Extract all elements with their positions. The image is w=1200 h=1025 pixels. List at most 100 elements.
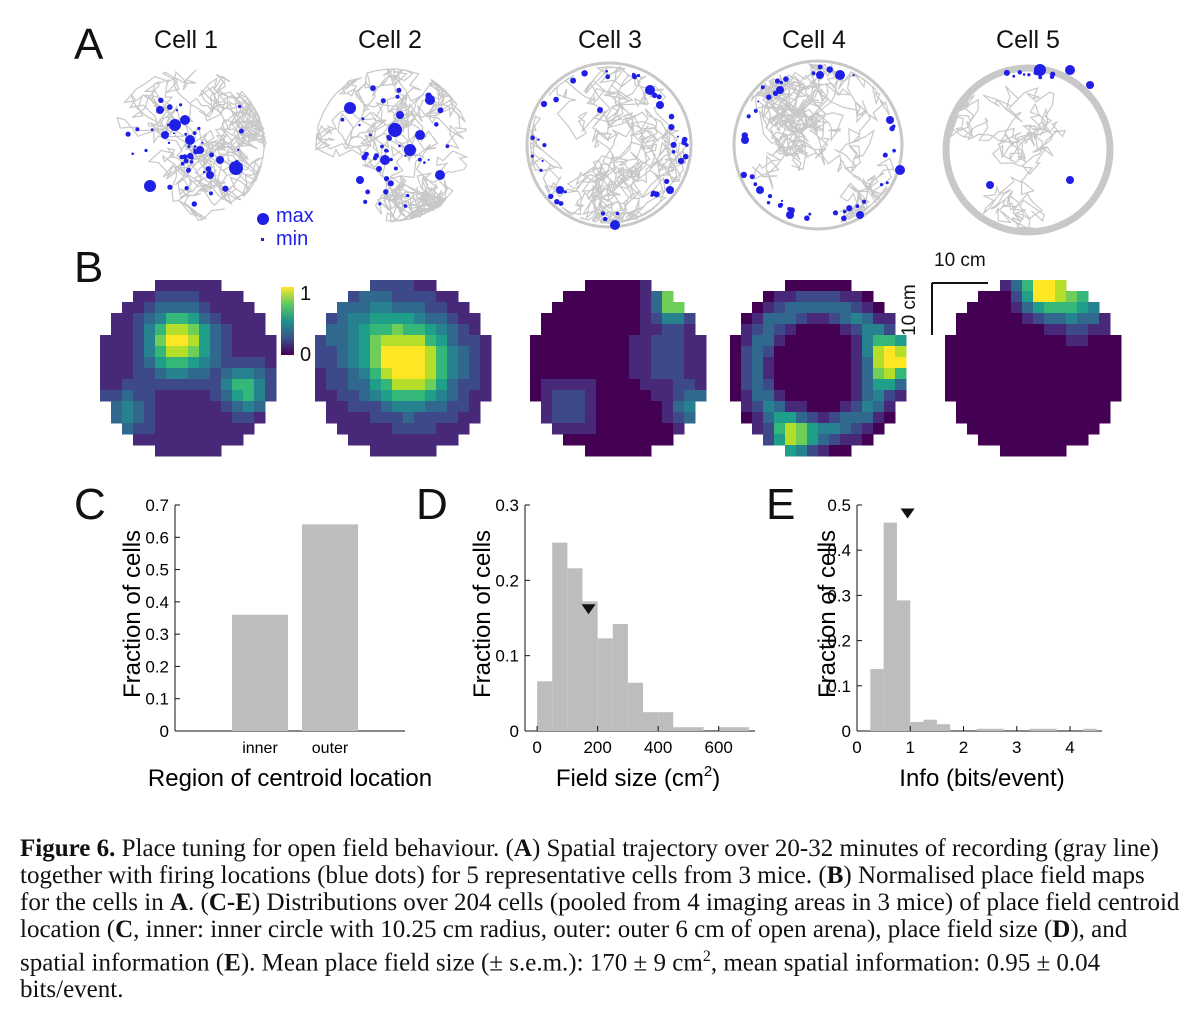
heatmap-cell xyxy=(144,313,156,325)
heatmap-cell xyxy=(392,423,404,435)
heatmap-cell xyxy=(458,401,470,413)
heatmap-cell xyxy=(818,302,830,314)
firing-dot xyxy=(563,190,567,194)
heatmap-cell xyxy=(122,379,134,391)
heatmap-cell xyxy=(221,368,233,380)
firing-dot xyxy=(237,148,240,151)
heatmap-cell xyxy=(796,379,808,391)
heatmap-cell xyxy=(403,335,415,347)
heatmap-cell xyxy=(1044,379,1056,391)
heatmap-cell xyxy=(177,291,189,303)
heatmap-cell xyxy=(618,434,630,446)
heatmap-cell xyxy=(741,313,753,325)
heatmap-cell xyxy=(414,401,426,413)
heatmap-cell xyxy=(563,302,575,314)
bar-outer xyxy=(302,524,358,731)
heatmap-cell xyxy=(436,368,448,380)
heatmap-cell xyxy=(1000,390,1012,402)
heatmap-cell xyxy=(133,401,145,413)
firing-dot xyxy=(191,201,197,207)
heatmap-cell xyxy=(348,324,360,336)
heatmap-cell xyxy=(414,412,426,424)
heatmap-cell xyxy=(1033,280,1045,292)
heatmap-cell xyxy=(243,368,255,380)
caption-ref: A xyxy=(513,835,532,862)
chart-d-ylabel: Fraction of cells xyxy=(469,530,496,698)
firing-dot xyxy=(398,144,401,148)
heatmap-cell xyxy=(774,379,786,391)
heatmap-cell xyxy=(243,335,255,347)
heatmap-cell xyxy=(425,313,437,325)
arena-wall xyxy=(525,61,693,229)
heatmap-cell xyxy=(177,412,189,424)
heatmap-cell xyxy=(155,313,167,325)
heatmap-cell xyxy=(144,390,156,402)
heatmap-cell xyxy=(111,324,123,336)
heatmap-cell xyxy=(1066,423,1078,435)
heatmap-cell xyxy=(1000,412,1012,424)
firing-dot xyxy=(787,207,792,211)
heatmap-cell xyxy=(458,357,470,369)
heatmap-cell xyxy=(1110,335,1122,347)
heatmap-cell xyxy=(741,412,753,424)
heatmap-cell xyxy=(695,368,707,380)
heatmap-cell xyxy=(177,423,189,435)
heatmap-cell xyxy=(436,412,448,424)
heatmap-cell xyxy=(337,401,349,413)
heatmap-cell xyxy=(684,324,696,336)
heatmap-cell xyxy=(425,390,437,402)
heatmap-cell xyxy=(796,280,808,292)
heatmap-cell xyxy=(1022,280,1034,292)
heatmap-cell xyxy=(1088,401,1100,413)
arena-wall xyxy=(942,64,1114,236)
heatmap-cell xyxy=(818,324,830,336)
heatmap-cell xyxy=(640,423,652,435)
heatmap-cell xyxy=(574,412,586,424)
heatmap-cell xyxy=(978,412,990,424)
firing-dot xyxy=(380,98,386,104)
firing-dot xyxy=(378,202,382,206)
heatmap-cell xyxy=(662,335,674,347)
heatmap-cell xyxy=(796,335,808,347)
firing-dot xyxy=(403,204,408,208)
heatmap-cell xyxy=(326,335,338,347)
heatmap-cell xyxy=(695,357,707,369)
heatmap-cell xyxy=(359,423,371,435)
heatmap-cell xyxy=(381,434,393,446)
heatmap-cell xyxy=(851,379,863,391)
heatmap-cell xyxy=(414,346,426,358)
caption-ref: E xyxy=(224,949,241,977)
heatmap-cell xyxy=(1088,335,1100,347)
heatmap-cell xyxy=(199,368,211,380)
heatmap-cell xyxy=(122,357,134,369)
heatmap-cell xyxy=(381,335,393,347)
heatmap-cell xyxy=(785,291,797,303)
heatmap-cell xyxy=(425,401,437,413)
heatmap-cell xyxy=(1077,302,1089,314)
heatmap-cell xyxy=(618,335,630,347)
heatmap-cell xyxy=(818,346,830,358)
heatmap-cell xyxy=(763,313,775,325)
heatmap-cell xyxy=(851,324,863,336)
heatmap-cell xyxy=(370,335,382,347)
histogram-bar xyxy=(688,727,704,731)
heatmap-cell xyxy=(541,379,553,391)
heatmap-cell xyxy=(1044,291,1056,303)
heatmap-cell xyxy=(326,346,338,358)
heatmap-cell xyxy=(596,412,608,424)
histogram-bar xyxy=(910,721,924,731)
heatmap-cell xyxy=(862,357,874,369)
heatmap-cell xyxy=(873,346,885,358)
heatmap-cell xyxy=(651,379,663,391)
heatmap-cell xyxy=(640,412,652,424)
heatmap-cell xyxy=(370,280,382,292)
heatmap-cell xyxy=(425,280,437,292)
heatmap-cell xyxy=(1077,423,1089,435)
heatmap-cell xyxy=(1110,390,1122,402)
heatmap-cell xyxy=(530,335,542,347)
heatmap-cell xyxy=(563,368,575,380)
heatmap-cell xyxy=(862,291,874,303)
caption-text: ), and spatial information ( xyxy=(20,916,1128,977)
heatmap-cell xyxy=(1011,434,1023,446)
heatmap-cell xyxy=(840,324,852,336)
